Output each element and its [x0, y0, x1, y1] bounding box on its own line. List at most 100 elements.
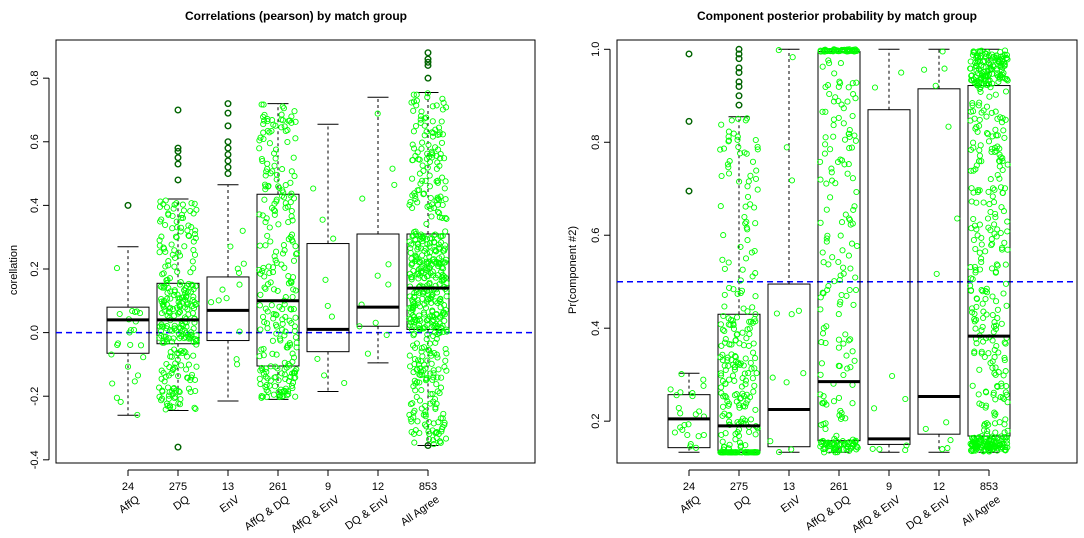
- data-point: [754, 146, 761, 153]
- data-point: [819, 249, 826, 256]
- data-point: [426, 436, 433, 443]
- data-point: [967, 58, 974, 65]
- data-point: [854, 444, 861, 451]
- data-point: [986, 93, 993, 100]
- data-point: [156, 249, 163, 256]
- data-point: [174, 356, 181, 363]
- data-point: [968, 305, 976, 312]
- data-point: [175, 298, 182, 306]
- data-point: [292, 374, 299, 381]
- data-point: [233, 356, 240, 363]
- data-point: [289, 350, 296, 357]
- data-point: [170, 404, 177, 411]
- data-point: [429, 103, 436, 110]
- data-point: [182, 294, 190, 301]
- data-point: [725, 315, 732, 322]
- data-point: [720, 393, 727, 400]
- data-point: [174, 268, 181, 275]
- data-point: [440, 265, 447, 272]
- data-point: [235, 269, 243, 276]
- outlier-point: [685, 117, 693, 125]
- data-point: [985, 421, 992, 428]
- iqr-box: [867, 109, 911, 445]
- data-point: [983, 289, 991, 296]
- data-point: [830, 133, 837, 140]
- data-point: [824, 232, 831, 239]
- data-point: [746, 318, 753, 325]
- data-point: [436, 131, 443, 138]
- data-point: [262, 365, 269, 372]
- data-point: [407, 401, 414, 408]
- data-point: [725, 259, 732, 266]
- data-point: [186, 233, 193, 240]
- data-point: [737, 150, 744, 157]
- data-point: [265, 388, 272, 395]
- data-point: [170, 305, 177, 313]
- data-point: [967, 264, 974, 271]
- data-point: [853, 79, 860, 86]
- data-point: [1003, 437, 1010, 444]
- data-point: [817, 219, 824, 226]
- data-point: [976, 249, 983, 256]
- data-point: [256, 145, 263, 152]
- data-point: [973, 226, 980, 233]
- data-point: [281, 366, 288, 373]
- data-point: [166, 309, 173, 316]
- data-point: [374, 110, 381, 117]
- data-point: [828, 165, 835, 172]
- data-point: [947, 437, 954, 444]
- data-point: [328, 313, 335, 320]
- data-point: [985, 350, 992, 357]
- data-point: [443, 350, 450, 357]
- data-point: [871, 405, 878, 412]
- data-point: [175, 310, 182, 317]
- data-point: [825, 443, 832, 450]
- data-point: [290, 354, 298, 361]
- data-point: [993, 233, 1000, 240]
- box-group: [106, 201, 150, 418]
- data-point: [983, 389, 990, 396]
- y-tick-label: 0.2: [29, 261, 41, 276]
- data-point: [743, 115, 751, 122]
- data-point: [983, 103, 991, 110]
- outlier-point: [424, 55, 432, 63]
- data-point: [1001, 185, 1009, 192]
- data-point: [280, 242, 287, 249]
- jitter-points: [921, 48, 961, 453]
- data-point: [973, 123, 980, 131]
- data-point: [823, 47, 830, 54]
- data-point: [164, 402, 171, 409]
- data-point: [424, 357, 431, 364]
- data-point: [416, 371, 423, 378]
- data-point: [769, 374, 776, 381]
- data-point: [167, 348, 174, 356]
- data-point: [835, 258, 842, 266]
- data-point: [976, 147, 983, 154]
- data-point: [844, 440, 851, 447]
- data-point: [725, 138, 732, 145]
- data-point: [176, 252, 184, 259]
- data-point: [290, 195, 298, 202]
- data-point: [411, 356, 418, 363]
- data-point: [408, 261, 415, 268]
- data-point: [278, 124, 285, 131]
- data-point: [422, 266, 429, 273]
- data-point: [735, 115, 742, 122]
- data-point: [181, 348, 188, 355]
- data-point: [156, 237, 163, 244]
- data-point: [278, 111, 285, 118]
- data-point: [188, 224, 195, 231]
- data-point: [190, 352, 197, 359]
- data-point: [717, 203, 724, 210]
- data-point: [161, 245, 168, 252]
- data-point: [391, 181, 398, 188]
- data-point: [846, 126, 853, 134]
- data-point: [260, 352, 267, 359]
- box-group: [817, 46, 861, 456]
- data-point: [256, 211, 263, 218]
- data-point: [281, 359, 288, 366]
- data-point: [985, 138, 993, 145]
- data-point: [978, 241, 985, 248]
- data-point: [824, 82, 832, 89]
- data-point: [292, 334, 299, 341]
